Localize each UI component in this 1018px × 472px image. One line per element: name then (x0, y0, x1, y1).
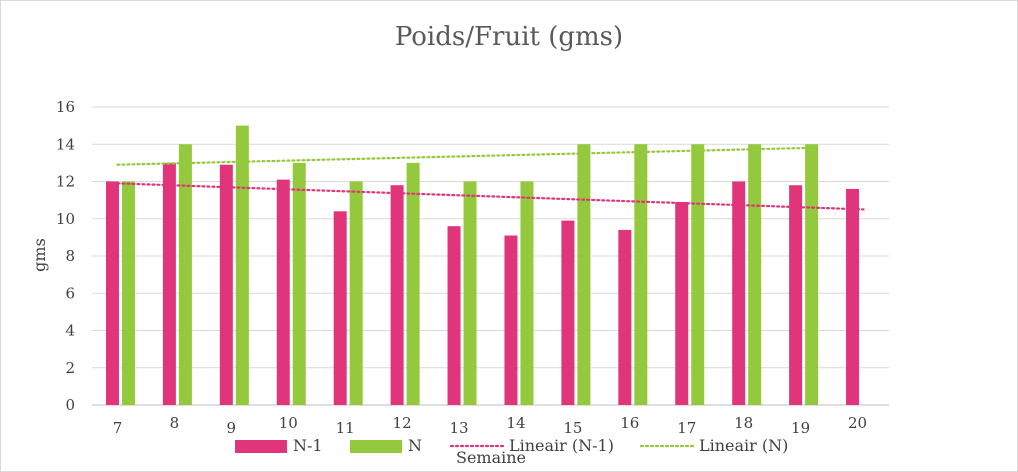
y-tick-label: 6 (65, 284, 75, 302)
bar-n-14 (520, 181, 534, 405)
x-tick-label: 12 (393, 414, 412, 432)
bar-n-15 (577, 144, 591, 405)
y-tick-label: 2 (65, 359, 75, 377)
x-tick-label: 8 (170, 414, 180, 432)
bar-n-13 (463, 181, 477, 405)
bar-n-1-18 (732, 181, 746, 405)
x-axis-ticks: 7 8 9 10 11 12 13 14 15 16 17 18 19 20 (113, 414, 867, 437)
x-tick-label: 14 (506, 414, 525, 432)
trendline-lineair-n (116, 146, 808, 166)
bar-n-16 (634, 144, 648, 405)
trendline-lineair-n-1 (116, 182, 865, 211)
x-tick-label: 15 (563, 419, 582, 437)
gridlines (92, 106, 889, 406)
bar-n-19 (805, 144, 819, 405)
legend-label: Lineair (N) (699, 436, 788, 455)
bar-n-1-20 (846, 188, 860, 405)
bar-n-1-10 (276, 179, 290, 405)
bar-n-12 (406, 162, 420, 405)
x-tick-label: 19 (791, 419, 810, 437)
legend-label: N-1 (293, 436, 323, 455)
x-tick-label: 10 (279, 414, 298, 432)
bar-n-11 (349, 181, 363, 405)
y-axis-label: gms (30, 238, 49, 272)
y-axis-ticks: 0 2 4 6 8 10 12 14 16 (56, 98, 75, 414)
legend-swatch (350, 440, 402, 453)
bar-n-1-14 (504, 235, 518, 405)
bar-n-9 (235, 125, 249, 405)
y-tick-label: 8 (65, 247, 75, 265)
y-tick-label: 16 (56, 98, 75, 116)
y-tick-label: 12 (56, 173, 75, 191)
x-axis-label: Semaine (456, 448, 526, 467)
x-tick-label: 7 (113, 419, 123, 437)
bar-n-1-19 (789, 185, 803, 405)
legend: N-1 N Lineair (N-1) Lineair (N) (235, 436, 788, 455)
y-tick-label: 4 (65, 322, 75, 340)
legend-label: N (408, 436, 422, 455)
chart-title: Poids/Fruit (gms) (395, 22, 623, 52)
bar-n-1-17 (675, 201, 689, 405)
bar-n-1-13 (447, 226, 461, 405)
bar-n-1-11 (333, 211, 347, 405)
x-tick-label: 13 (449, 419, 468, 437)
x-tick-label: 16 (620, 414, 639, 432)
x-tick-label: 20 (848, 414, 867, 432)
bar-n-7 (121, 181, 135, 405)
y-tick-label: 0 (65, 396, 75, 414)
x-tick-label: 18 (734, 414, 753, 432)
bar-n-17 (691, 144, 705, 405)
bar-n-1-12 (390, 185, 404, 405)
legend-label: Lineair (N-1) (509, 436, 614, 455)
x-tick-label: 17 (677, 419, 696, 437)
y-tick-label: 14 (56, 135, 75, 153)
x-tick-label: 11 (336, 419, 355, 437)
bar-n-1-16 (618, 229, 632, 405)
trendlines (116, 146, 865, 211)
bar-n-8 (178, 144, 192, 405)
y-tick-label: 10 (56, 210, 75, 228)
bars (105, 125, 860, 405)
bar-n-10 (292, 162, 306, 405)
bar-n-1-15 (561, 220, 575, 405)
bar-n-1-7 (105, 181, 119, 405)
legend-swatch (235, 440, 287, 453)
bar-n-1-9 (219, 164, 233, 405)
bar-n-18 (748, 144, 762, 405)
x-tick-label: 9 (227, 419, 237, 437)
bar-n-1-8 (162, 162, 176, 405)
